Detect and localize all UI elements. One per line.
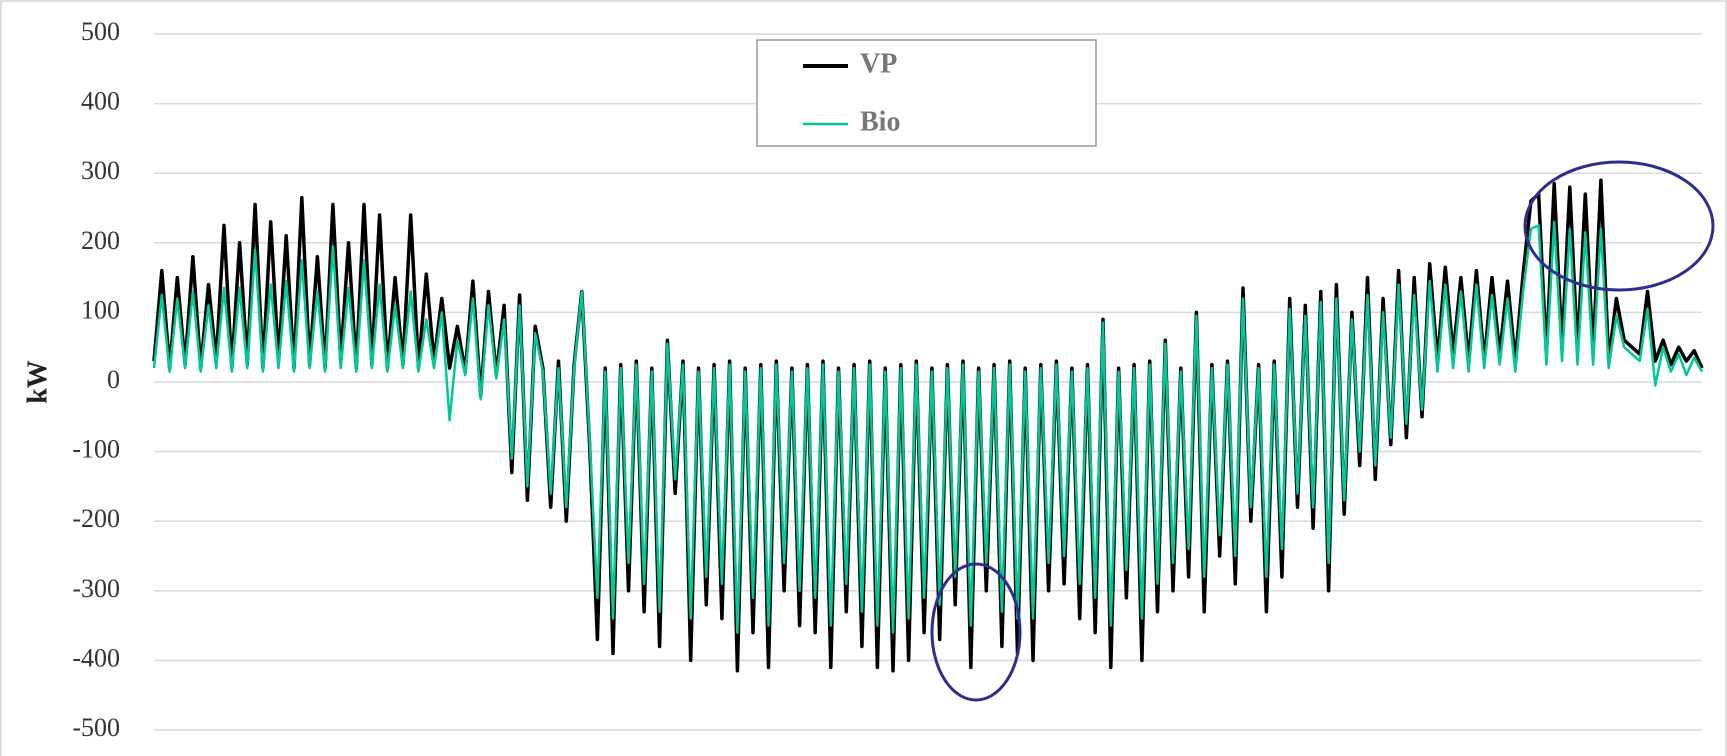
series-line bbox=[152, 178, 1704, 673]
highlight-ellipse bbox=[930, 562, 1022, 702]
y-tick-label: 500 bbox=[81, 17, 120, 46]
y-tick-label: 200 bbox=[81, 226, 120, 255]
y-tick-label: 400 bbox=[81, 87, 120, 116]
y-tick-label: -100 bbox=[72, 435, 120, 464]
plot-area bbox=[152, 178, 1704, 673]
y-axis-label: kW bbox=[22, 360, 53, 404]
legend-box bbox=[756, 39, 1097, 147]
highlight-ellipse bbox=[1523, 160, 1715, 292]
y-tick-label: 100 bbox=[81, 295, 120, 324]
series-line bbox=[152, 220, 1704, 634]
y-tick-label: -500 bbox=[72, 713, 120, 742]
legend: VP Bio bbox=[756, 39, 1097, 147]
y-tick-label: -200 bbox=[72, 504, 120, 533]
y-tick-label: -400 bbox=[72, 643, 120, 672]
y-tick-label: -300 bbox=[72, 574, 120, 603]
legend-label: Bio bbox=[860, 106, 900, 137]
y-tick-label: 300 bbox=[81, 156, 120, 185]
y-tick-label: 0 bbox=[107, 365, 120, 394]
legend-label: VP bbox=[860, 48, 897, 79]
